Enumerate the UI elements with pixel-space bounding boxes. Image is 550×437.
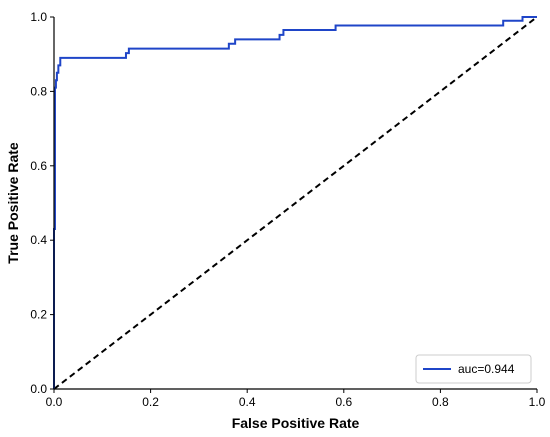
- x-tick-label: 0.2: [142, 395, 159, 409]
- chance-diagonal-line: [53, 16, 538, 390]
- y-tick-label: 0.4: [30, 233, 47, 247]
- x-axis-label: False Positive Rate: [232, 415, 360, 431]
- x-tick-label: 0.8: [432, 395, 449, 409]
- y-tick-label: 0.6: [30, 159, 47, 173]
- roc-curve-line: [53, 16, 537, 389]
- x-tick-label: 0.6: [335, 395, 352, 409]
- x-axis-ticks: 0.0 0.2 0.4 0.6 0.8 1.0: [46, 389, 546, 409]
- y-axis-ticks: 0.0 0.2 0.4 0.6 0.8 1.0: [30, 10, 54, 396]
- legend-label: auc=0.944: [458, 362, 515, 376]
- x-tick-label: 1.0: [529, 395, 546, 409]
- legend-box: [415, 354, 532, 384]
- y-tick-label: 0.8: [30, 84, 47, 98]
- x-tick-label: 0.0: [46, 395, 63, 409]
- y-tick-label: 1.0: [30, 10, 47, 24]
- x-tick-label: 0.4: [239, 395, 256, 409]
- plot-area: [53, 16, 538, 390]
- y-tick-label: 0.2: [30, 308, 47, 322]
- legend: auc=0.944: [415, 354, 532, 384]
- y-tick-label: 0.0: [30, 382, 47, 396]
- y-axis-label: True Positive Rate: [5, 142, 21, 264]
